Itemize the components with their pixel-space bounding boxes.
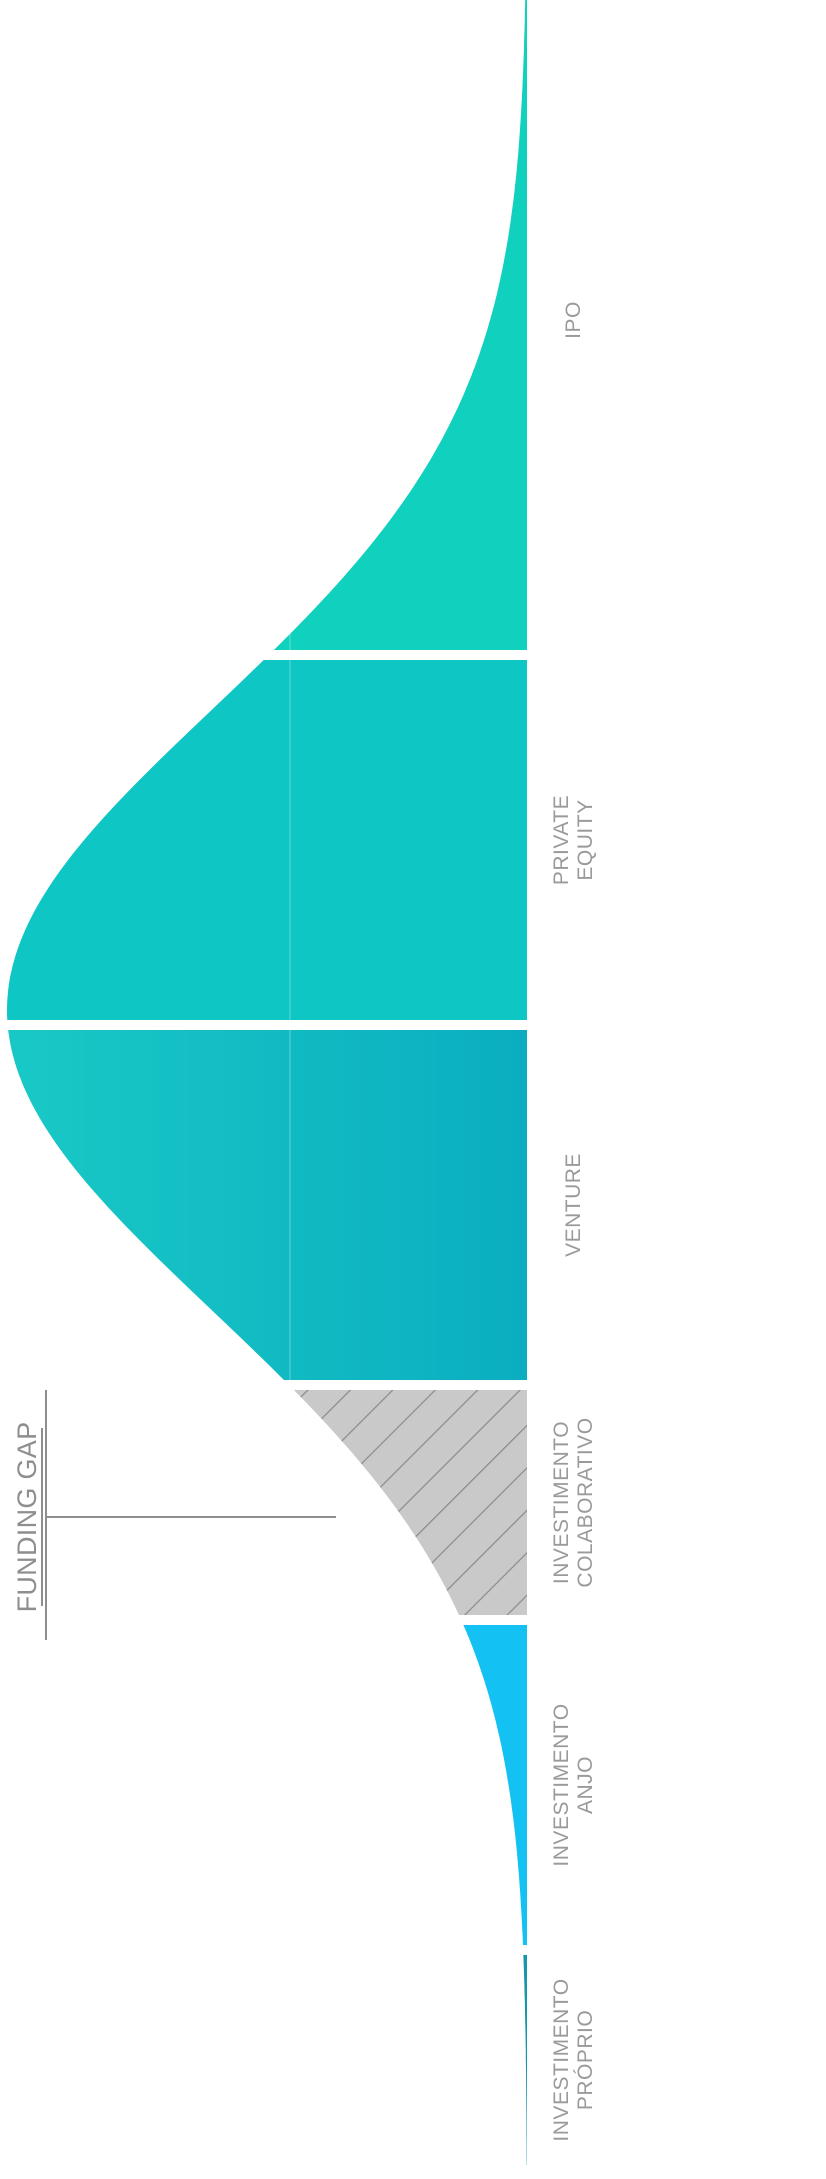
- label-investimento-anjo-line-1: INVESTIMENTO: [550, 1703, 573, 1866]
- label-investimento-anjo: INVESTIMENTO ANJO: [550, 1703, 597, 1866]
- segment-investimento-proprio: [7, 1955, 527, 2165]
- label-venture-line-1: VENTURE: [562, 1153, 585, 1257]
- label-private-equity: PRIVATE EQUITY: [550, 795, 597, 885]
- label-ipo: IPO: [562, 301, 585, 339]
- label-investimento-colaborativo-line-1: INVESTIMENTO: [550, 1421, 573, 1584]
- segment-ipo: [7, 0, 527, 650]
- funding-gap-leader: [45, 1390, 336, 1640]
- label-investimento-anjo-line-2: ANJO: [574, 1756, 597, 1814]
- label-investimento-proprio-line-2: PRÓPRIO: [574, 2010, 597, 2110]
- label-ipo-line-1: IPO: [562, 301, 585, 339]
- funding-gap-title: FUNDING GAP: [12, 1422, 42, 1613]
- funding-gap-hatch: [7, 1390, 527, 1615]
- label-investimento-proprio-line-1: INVESTIMENTO: [550, 1978, 573, 2141]
- segment-venture: [7, 1030, 527, 1380]
- label-venture: VENTURE: [562, 1153, 585, 1257]
- label-investimento-colaborativo: INVESTIMENTO COLABORATIVO: [550, 1417, 597, 1587]
- segment-investimento-anjo: [7, 1625, 527, 1945]
- label-investimento-proprio: INVESTIMENTO PRÓPRIO: [550, 1978, 597, 2141]
- label-private-equity-line-1: PRIVATE: [550, 795, 573, 885]
- label-private-equity-line-2: EQUITY: [574, 799, 597, 880]
- label-investimento-colaborativo-line-2: COLABORATIVO: [574, 1417, 597, 1587]
- segment-private-equity: [7, 660, 527, 1020]
